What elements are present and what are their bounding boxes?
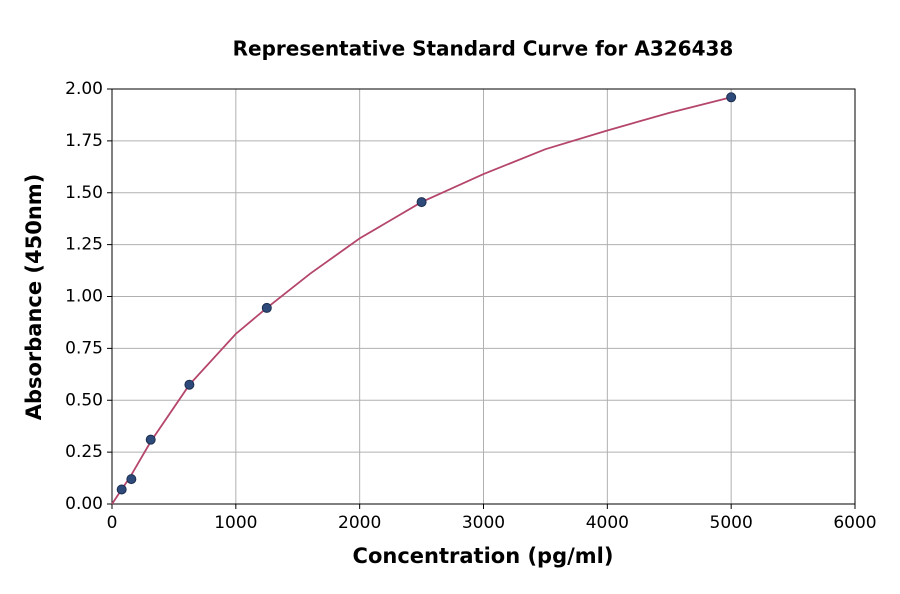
data-point xyxy=(145,434,156,445)
x-tick-label: 5000 xyxy=(710,513,753,533)
x-tick-label: 6000 xyxy=(833,513,876,533)
y-tick-label: 0.50 xyxy=(65,390,103,410)
data-point xyxy=(116,484,127,495)
data-point xyxy=(416,197,427,208)
x-tick-label: 2000 xyxy=(338,513,381,533)
x-tick-label: 4000 xyxy=(586,513,629,533)
y-tick-label: 1.50 xyxy=(65,183,103,203)
y-axis-label: Absorbance (450nm) xyxy=(22,174,46,421)
x-tick-label: 1000 xyxy=(214,513,257,533)
x-tick-label: 3000 xyxy=(462,513,505,533)
x-tick-label: 0 xyxy=(107,513,118,533)
chart-title: Representative Standard Curve for A32643… xyxy=(233,37,734,61)
y-tick-label: 1.00 xyxy=(65,287,103,307)
plot-frame xyxy=(111,88,856,505)
data-point xyxy=(184,379,195,390)
x-axis-label: Concentration (pg/ml) xyxy=(353,544,614,568)
y-tick-label: 1.25 xyxy=(65,235,103,255)
fit-curve xyxy=(111,96,732,505)
y-tick-label: 0.75 xyxy=(65,338,103,358)
y-tick-label: 0.00 xyxy=(65,494,103,514)
data-point xyxy=(726,92,737,103)
data-point xyxy=(126,474,137,485)
y-tick-label: 2.00 xyxy=(65,79,103,99)
data-point xyxy=(261,302,272,313)
y-tick-label: 0.25 xyxy=(65,442,103,462)
y-tick-label: 1.75 xyxy=(65,131,103,151)
